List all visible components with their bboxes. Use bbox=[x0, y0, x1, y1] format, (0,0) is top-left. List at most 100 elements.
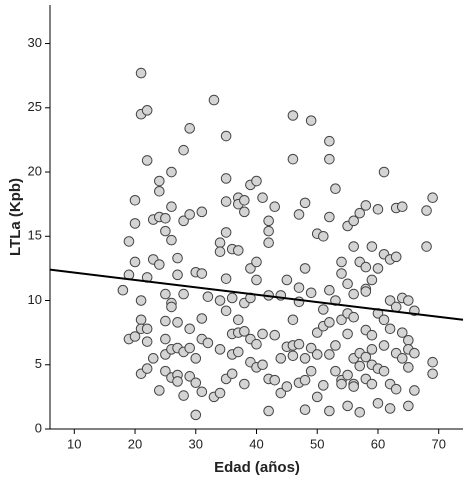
point bbox=[202, 291, 214, 302]
point bbox=[330, 365, 341, 377]
point bbox=[269, 374, 281, 386]
point bbox=[287, 153, 299, 165]
point bbox=[421, 205, 432, 216]
point bbox=[269, 329, 281, 341]
point bbox=[403, 335, 414, 346]
point bbox=[384, 323, 396, 335]
point bbox=[220, 130, 232, 142]
point bbox=[354, 406, 366, 418]
point bbox=[324, 284, 335, 296]
point bbox=[160, 315, 171, 327]
point bbox=[360, 351, 372, 363]
point bbox=[123, 236, 135, 247]
point bbox=[160, 225, 171, 237]
point bbox=[117, 284, 129, 296]
x-axis-title: Edad (años) bbox=[214, 459, 300, 476]
point bbox=[372, 263, 384, 274]
y-tick-label: 5 bbox=[35, 356, 42, 371]
point bbox=[196, 206, 208, 218]
point bbox=[378, 365, 390, 377]
point bbox=[166, 301, 177, 313]
point bbox=[129, 331, 141, 342]
x-tick-label: 20 bbox=[128, 436, 142, 451]
point bbox=[220, 196, 232, 207]
point bbox=[372, 203, 384, 215]
point bbox=[403, 362, 414, 373]
point bbox=[220, 305, 232, 317]
point bbox=[214, 295, 226, 306]
point bbox=[396, 327, 408, 338]
point bbox=[366, 241, 378, 252]
point bbox=[360, 286, 372, 297]
point bbox=[226, 292, 238, 304]
point bbox=[226, 368, 238, 380]
point bbox=[251, 338, 262, 350]
point bbox=[172, 269, 183, 281]
point bbox=[384, 295, 396, 306]
point bbox=[141, 155, 153, 166]
point bbox=[354, 207, 366, 219]
point bbox=[214, 246, 226, 257]
point bbox=[232, 314, 244, 326]
point bbox=[299, 263, 311, 274]
point bbox=[239, 206, 250, 218]
point bbox=[378, 314, 390, 326]
point bbox=[324, 405, 335, 417]
point bbox=[324, 349, 335, 360]
point bbox=[172, 252, 183, 264]
point bbox=[336, 256, 347, 268]
point bbox=[141, 105, 153, 116]
point bbox=[287, 350, 299, 362]
point bbox=[396, 353, 408, 364]
point bbox=[196, 386, 208, 398]
point bbox=[421, 241, 432, 252]
point bbox=[427, 356, 438, 368]
point bbox=[220, 273, 232, 284]
point bbox=[166, 234, 177, 246]
point bbox=[299, 404, 311, 416]
point bbox=[251, 175, 262, 187]
y-tick-label: 15 bbox=[28, 228, 42, 243]
point bbox=[141, 336, 153, 347]
point bbox=[257, 192, 268, 204]
point bbox=[293, 296, 305, 308]
point bbox=[299, 353, 311, 364]
point bbox=[184, 209, 195, 220]
point bbox=[160, 288, 171, 300]
point bbox=[263, 215, 274, 227]
point bbox=[263, 237, 274, 248]
point bbox=[427, 368, 438, 380]
point bbox=[305, 115, 317, 126]
point bbox=[154, 385, 165, 396]
point bbox=[190, 409, 202, 421]
y-axis-title: LTLa (Kpb) bbox=[7, 178, 24, 256]
point bbox=[396, 201, 408, 213]
point bbox=[311, 349, 323, 360]
point bbox=[324, 317, 335, 328]
point bbox=[178, 215, 189, 227]
point bbox=[342, 369, 353, 381]
point bbox=[263, 225, 274, 237]
point bbox=[154, 186, 165, 197]
point bbox=[330, 183, 341, 195]
point bbox=[208, 94, 220, 106]
point bbox=[336, 378, 347, 390]
point bbox=[141, 363, 153, 374]
x-tick-label: 30 bbox=[189, 436, 203, 451]
point bbox=[427, 192, 438, 204]
point bbox=[135, 314, 147, 326]
point bbox=[360, 200, 372, 211]
y-tick-label: 10 bbox=[28, 292, 42, 307]
point bbox=[129, 194, 141, 206]
point bbox=[348, 241, 359, 252]
point bbox=[275, 353, 287, 364]
point bbox=[154, 259, 165, 270]
point bbox=[354, 360, 366, 372]
point bbox=[178, 144, 189, 156]
point bbox=[172, 376, 183, 387]
point bbox=[409, 347, 420, 359]
point bbox=[251, 274, 262, 286]
point bbox=[214, 237, 226, 248]
point bbox=[336, 268, 347, 279]
point bbox=[318, 380, 329, 391]
